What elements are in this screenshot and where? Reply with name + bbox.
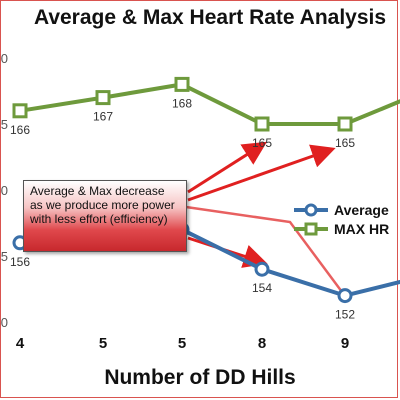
x-tick-label: 5 — [178, 335, 186, 352]
y-tick-label: 160 — [0, 183, 8, 198]
data-label: 156 — [10, 255, 30, 269]
annotation-connector — [185, 205, 347, 297]
x-tick-label: 4 — [16, 335, 25, 352]
data-point — [337, 116, 353, 132]
y-tick-label: 155 — [0, 249, 8, 264]
series-line — [19, 82, 400, 126]
data-label: 152 — [335, 308, 355, 322]
data-point — [174, 76, 190, 92]
legend-marker — [304, 203, 318, 217]
data-point — [337, 288, 353, 304]
annotation-box: Average & Max decrease as we produce mor… — [23, 180, 187, 252]
data-label: 166 — [10, 123, 30, 137]
x-axis-label: Number of DD Hills — [104, 366, 296, 389]
x-tick-label: 5 — [99, 335, 107, 352]
y-tick-label: 150 — [0, 315, 8, 330]
annotation-arrow — [187, 144, 336, 202]
chart-title: Average & Max Heart Rate Analysis — [33, 6, 387, 29]
data-label: 165 — [252, 136, 272, 150]
data-label: 168 — [172, 96, 192, 110]
legend-label: Average — [334, 202, 389, 218]
data-label: 154 — [252, 281, 272, 295]
x-tick-label: 9 — [341, 335, 349, 352]
annotation-arrow — [187, 141, 268, 194]
data-point — [12, 103, 28, 119]
data-label: 167 — [93, 110, 113, 124]
data-point — [254, 116, 270, 132]
y-tick-label: 170 — [0, 51, 8, 66]
legend-marker — [304, 222, 318, 236]
data-label: 165 — [335, 136, 355, 150]
x-tick-label: 8 — [258, 335, 266, 352]
legend-label: MAX HR — [334, 221, 389, 237]
y-tick-label: 165 — [0, 117, 8, 132]
data-point — [254, 261, 270, 277]
data-point — [95, 90, 111, 106]
